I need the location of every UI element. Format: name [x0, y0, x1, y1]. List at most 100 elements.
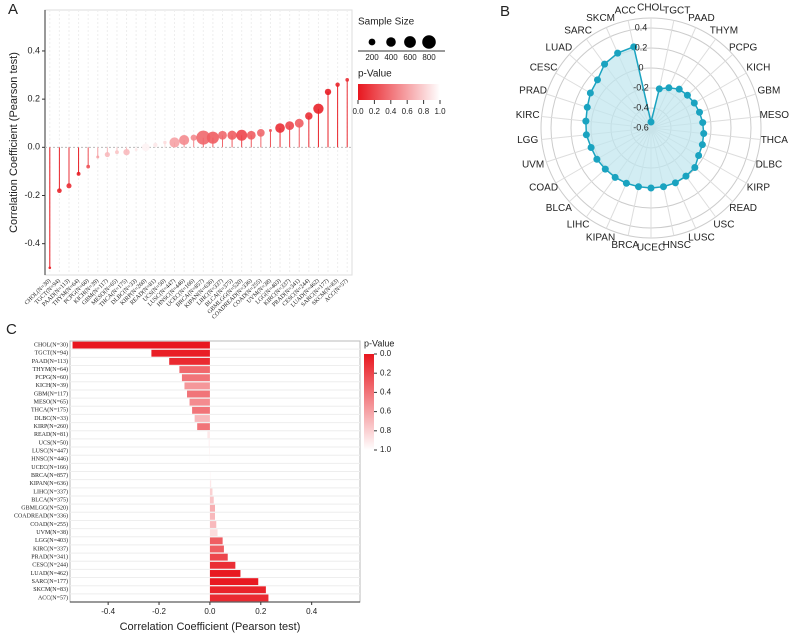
radar-point: [593, 155, 601, 163]
y-tick-label: CHOL(N=30): [34, 341, 68, 348]
panel-label: B: [500, 3, 510, 20]
y-tick-label: UCS(N=50): [39, 439, 68, 446]
y-tick-label: GBM(N=117): [34, 390, 68, 397]
bubble: [206, 131, 219, 144]
bar: [181, 374, 210, 382]
bar: [192, 406, 210, 414]
color-tick-label: 0.8: [380, 426, 392, 435]
y-tick-label: KIRP(N=260): [34, 423, 68, 430]
category-label: KIRP: [747, 183, 771, 194]
y-tick-label: BRCA(N=857): [31, 472, 68, 479]
color-tick-label: 0.6: [402, 107, 414, 116]
y-tick-label: LUSC(N=447): [32, 447, 68, 454]
category-label: UVM: [522, 160, 544, 171]
r-tick-label: 0.4: [635, 22, 648, 32]
r-tick-label: -0.4: [633, 102, 649, 112]
y-tick-label: COAD(N=255): [30, 521, 68, 528]
size-key: [368, 38, 376, 46]
category-label: LUSC: [688, 232, 715, 243]
radar-point: [690, 99, 698, 107]
radar-point: [601, 165, 609, 173]
bar: [151, 349, 210, 357]
y-tick-label: PRAD(N=341): [31, 554, 68, 561]
radar-point: [635, 183, 643, 191]
category-label: PRAD: [519, 86, 547, 97]
category-label: BRCA: [611, 240, 639, 251]
x-tick-label: 0.4: [306, 607, 318, 616]
category-label: HNSC: [663, 240, 691, 251]
y-tick-label: -0.2: [24, 190, 40, 200]
legend-title: p-Value: [358, 69, 392, 80]
bar: [209, 537, 223, 545]
y-tick-label: CESC(N=244): [32, 562, 68, 569]
bubble: [227, 130, 237, 140]
bubble: [134, 148, 138, 152]
x-tick-label: -0.4: [101, 607, 115, 616]
bubble: [218, 130, 227, 140]
y-tick-label: THCA(N=175): [31, 407, 68, 414]
y-tick-label: KICH(N=39): [36, 382, 68, 389]
category-label: LGG: [517, 135, 538, 146]
radar-point: [691, 163, 699, 171]
radar-point: [696, 108, 704, 116]
radar-point: [675, 85, 683, 93]
color-tick-label: 0.8: [418, 107, 430, 116]
radar-point: [586, 89, 594, 97]
radar-point: [671, 179, 679, 187]
bar: [209, 447, 210, 455]
y-tick-label: LIHC(N=337): [33, 488, 68, 495]
bubble: [196, 130, 211, 145]
bar: [169, 357, 210, 365]
bubble: [57, 188, 62, 194]
category-label: LIHC: [567, 220, 590, 231]
bubble: [86, 164, 91, 169]
category-label: PAAD: [688, 13, 715, 24]
y-tick-label: COADREAD(N=336): [14, 513, 68, 520]
bar: [179, 366, 210, 373]
color-tick-label: 0.0: [352, 107, 364, 116]
y-tick-label: TGCT(N=94): [35, 350, 68, 357]
category-label: CESC: [530, 63, 558, 74]
color-tick-label: 0.2: [380, 368, 392, 377]
r-tick-label: 0.2: [635, 42, 648, 52]
r-tick-label: -0.6: [633, 122, 649, 132]
y-tick-label: GBMLGG(N=520): [21, 505, 68, 512]
category-label: USC: [713, 220, 734, 231]
bar: [209, 561, 236, 569]
category-label: SARC: [564, 26, 592, 37]
color-tick-label: 1.0: [434, 107, 446, 116]
category-label: ACC: [615, 5, 636, 16]
color-bar: [364, 354, 374, 450]
bubble: [190, 134, 197, 141]
radar-point: [593, 76, 601, 84]
r-tick-label: 0: [638, 62, 643, 72]
y-tick-label: BLCA(N=375): [31, 496, 68, 503]
bubble: [324, 88, 332, 96]
radar-point: [700, 130, 708, 138]
size-key-label: 600: [403, 53, 417, 62]
bar: [197, 423, 210, 431]
radar-point: [622, 179, 630, 187]
radar-point: [614, 49, 622, 57]
bar: [187, 390, 210, 398]
radar-point: [655, 85, 663, 93]
color-tick-label: 0.4: [385, 107, 397, 116]
y-tick-label: LGG(N=403): [35, 537, 68, 544]
category-label: GBM: [758, 86, 781, 97]
bar: [209, 521, 217, 528]
category-label: UCEC: [637, 243, 665, 254]
bar: [208, 439, 210, 447]
color-tick-label: 1.0: [380, 445, 392, 454]
color-tick-label: 0.2: [369, 107, 381, 116]
bar: [209, 578, 259, 586]
category-label: PCPG: [729, 42, 758, 53]
size-key: [386, 37, 396, 47]
category-label: TGCT: [663, 5, 690, 16]
bubble: [313, 103, 324, 114]
bubble: [115, 150, 119, 155]
bar: [209, 455, 210, 463]
size-key-label: 800: [422, 53, 436, 62]
y-tick-label: LUAD(N=462): [31, 570, 68, 577]
bubble: [96, 155, 100, 159]
